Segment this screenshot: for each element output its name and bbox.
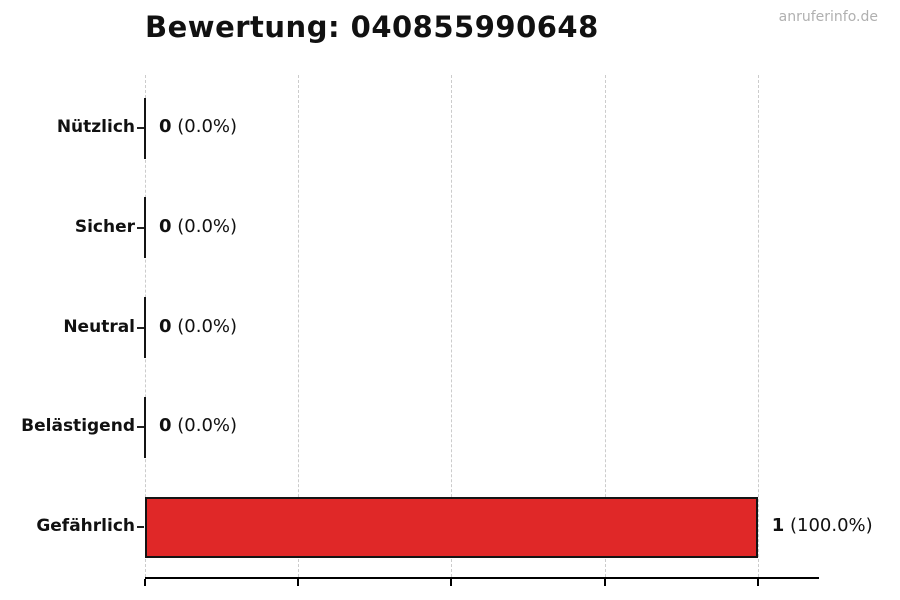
value-percent: (0.0%)	[171, 315, 238, 337]
vertical-gridline	[604, 75, 606, 577]
value-percent: (0.0%)	[171, 116, 238, 137]
zero-value-bar	[144, 297, 146, 358]
chart-title: Bewertung: 040855990648	[145, 10, 599, 44]
bar-gefährlich	[145, 496, 758, 558]
y-axis-tick	[137, 226, 144, 229]
y-axis-tick	[137, 526, 144, 528]
value-count: 0	[159, 215, 172, 237]
value-label: 1 (100.0%)	[772, 515, 873, 536]
value-percent: (100.0%)	[784, 515, 873, 536]
category-label: Neutral	[63, 316, 135, 337]
vertical-gridline	[451, 75, 453, 577]
vertical-gridline	[298, 75, 300, 577]
category-label: Nützlich	[56, 117, 135, 137]
watermark-text: anruferinfo.de	[778, 9, 878, 25]
x-axis-tick	[603, 579, 606, 586]
zero-value-bar	[144, 197, 146, 259]
value-label: 0 (0.0%)	[159, 116, 237, 137]
value-count: 0	[159, 315, 172, 337]
y-axis-tick	[137, 127, 144, 129]
value-count: 0	[159, 116, 172, 137]
value-percent: (0.0%)	[171, 215, 238, 237]
value-label: 0 (0.0%)	[159, 316, 237, 337]
vertical-gridline	[757, 75, 759, 577]
x-axis-tick	[756, 579, 759, 586]
zero-value-bar	[144, 396, 146, 458]
value-count: 1	[771, 515, 785, 536]
value-label: 0 (0.0%)	[159, 415, 237, 436]
category-label: Sicher	[74, 216, 135, 237]
x-axis-tick	[297, 579, 300, 586]
x-axis-tick	[144, 579, 146, 586]
category-label: Belästigend	[21, 416, 135, 437]
value-count: 0	[159, 415, 172, 437]
value-label: 0 (0.0%)	[159, 216, 237, 237]
zero-value-bar	[144, 97, 146, 159]
category-label: Gefährlich	[36, 516, 135, 536]
value-percent: (0.0%)	[171, 415, 238, 437]
x-axis-tick	[450, 579, 453, 586]
y-axis-tick	[137, 426, 144, 429]
y-axis-tick	[137, 326, 144, 329]
